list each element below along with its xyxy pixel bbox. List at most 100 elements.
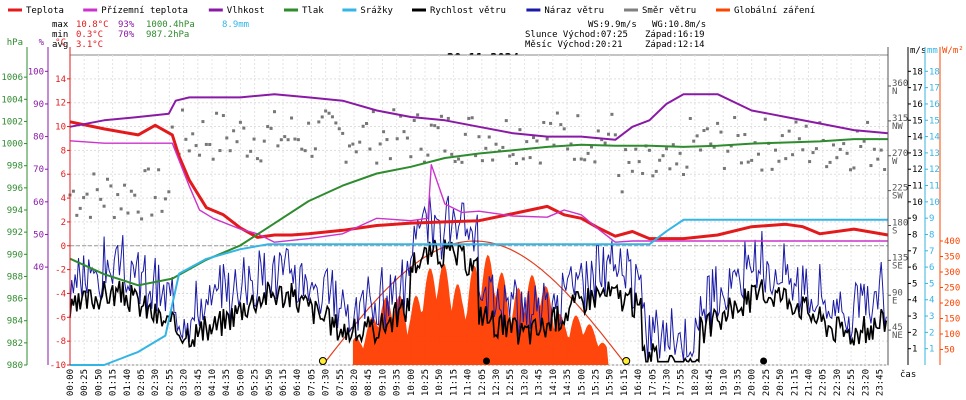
axis-dir-dir-label-6: NW (892, 122, 903, 132)
wind-dir-point (198, 153, 202, 157)
axis-hpa-tick-label-2: 984 (7, 317, 23, 327)
wind-dir-point (484, 146, 488, 150)
x-tick-label-7: 02:55 (165, 369, 175, 396)
wind-dir-point (395, 137, 399, 141)
wind-dir-point (600, 138, 604, 142)
axis-dir-dir-label-3: S (892, 227, 897, 237)
wind-dir-point (719, 130, 723, 134)
axis-ms-unit: m/s (910, 46, 926, 56)
wind-dir-point (647, 148, 651, 152)
wind-dir-point (794, 120, 798, 124)
axis-mm-tick-label-13: 14 (929, 133, 940, 143)
legend-label-7: Směr větru (642, 6, 696, 16)
x-tick-label-2: 00:50 (94, 369, 104, 396)
wind-dir-point (504, 119, 508, 123)
axis-dir-tick-label-4: 225 (892, 184, 908, 194)
x-tick-label-19: 07:55 (336, 369, 346, 396)
wind-dir-point (508, 154, 512, 158)
wind-dir-point (777, 159, 781, 163)
wind-dir-point (736, 134, 740, 138)
axis-hpa-tick-label-13: 1006 (1, 73, 23, 83)
wind-dir-point (579, 157, 583, 161)
x-tick-label-33: 13:45 (535, 369, 545, 396)
wind-dir-point (521, 157, 525, 161)
wind-dir-point (71, 189, 75, 193)
series-line-0 (69, 120, 889, 241)
x-tick-label-49: 20:25 (762, 369, 772, 396)
sunrise-marker (318, 357, 327, 365)
x-tick-label-1: 00:25 (80, 369, 90, 396)
x-tick-label-9: 03:45 (194, 369, 204, 396)
axis-ms-tick-label-8: 9 (912, 214, 917, 224)
wind-dir-point (756, 152, 760, 156)
axis-ms-tick-label-13: 14 (912, 133, 923, 143)
wind-dir-point (382, 130, 386, 134)
axes: 00:00 00:25 00:50 01:15 01:40 02:05 02:30 02:55… (1, 38, 963, 396)
x-tick-label-12: 05:00 (236, 369, 246, 396)
wind-dir-point (494, 142, 498, 146)
x-tick-label-54: 22:30 (833, 369, 843, 396)
axis-temp-tick-label-2: -6 (55, 313, 66, 323)
axis-mm-tick-label-11: 12 (929, 165, 940, 175)
axis-wm2-tick-label-7: 400 (944, 237, 960, 247)
wind-dir-point (613, 133, 617, 137)
wind-dir-point (163, 197, 167, 201)
wind-dir-point (221, 114, 225, 118)
wind-dir-point (801, 148, 805, 152)
stat-max-temp: 10.8°C (76, 20, 109, 30)
x-tick-label-35: 14:35 (563, 369, 573, 396)
x-tick-label-29: 12:05 (478, 369, 488, 396)
axis-mm-tick-label-4: 5 (929, 279, 934, 289)
wind-dir-point (358, 140, 362, 144)
wind-dir-point (365, 122, 369, 126)
axis-ms-tick-label-17: 18 (912, 67, 923, 77)
wind-dir-point (845, 151, 849, 155)
axis-ms-tick-label-5: 6 (912, 263, 917, 273)
x-tick-label-52: 21:40 (804, 369, 814, 396)
wind-dir-point (617, 174, 621, 178)
wind-dir-point (685, 165, 689, 169)
axis-ms-tick-label-7: 8 (912, 230, 917, 240)
wind-dir-point (866, 120, 870, 124)
wind-dir-point (828, 160, 832, 164)
axis-temp-tick-label-6: 2 (61, 218, 66, 228)
wind-dir-point (627, 160, 631, 164)
x-tick-label-26: 10:50 (435, 369, 445, 396)
wind-dir-point (562, 127, 566, 131)
wind-dir-point (453, 159, 457, 163)
axis-ms-tick-label-2: 3 (912, 312, 917, 322)
axis-dir-dir-label-0: NE (892, 331, 903, 341)
x-tick-label-42: 17:30 (662, 369, 672, 396)
wind-dir-point (184, 137, 188, 141)
axis-temp-unit: °C (55, 38, 66, 48)
wind-dir-point (634, 147, 638, 151)
moonset-marker (482, 357, 490, 365)
wind-dir-point (436, 126, 440, 130)
wind-dir-point (218, 149, 222, 153)
wind-dir-point (641, 172, 645, 176)
wind-dir-point (651, 174, 655, 178)
wind-dir-point (245, 154, 249, 158)
info-ws: WS:9.9m/s (588, 20, 637, 30)
x-tick-label-45: 18:45 (705, 369, 715, 396)
x-tick-label-50: 20:50 (776, 369, 786, 396)
x-tick-label-22: 09:10 (378, 369, 388, 396)
wind-dir-point (354, 150, 358, 154)
axis-pct-tick-label-4: 80 (33, 133, 44, 143)
x-tick-label-21: 08:45 (364, 369, 374, 396)
wind-dir-point (583, 158, 587, 162)
wind-dir-point (85, 192, 89, 196)
wind-dir-point (658, 158, 662, 162)
wind-dir-point (545, 137, 549, 141)
wind-dir-point (347, 144, 351, 148)
wind-dir-point (187, 149, 191, 153)
wind-dir-point (255, 157, 259, 161)
wind-dir-point (150, 213, 154, 217)
wind-dir-point (279, 138, 283, 142)
wind-dir-point (593, 160, 597, 164)
legend-label-6: Náraz větru (544, 6, 604, 16)
axis-dir-tick-label-5: 270 (892, 149, 908, 159)
wind-dir-point (296, 138, 300, 142)
x-tick-label-14: 05:50 (265, 369, 275, 396)
